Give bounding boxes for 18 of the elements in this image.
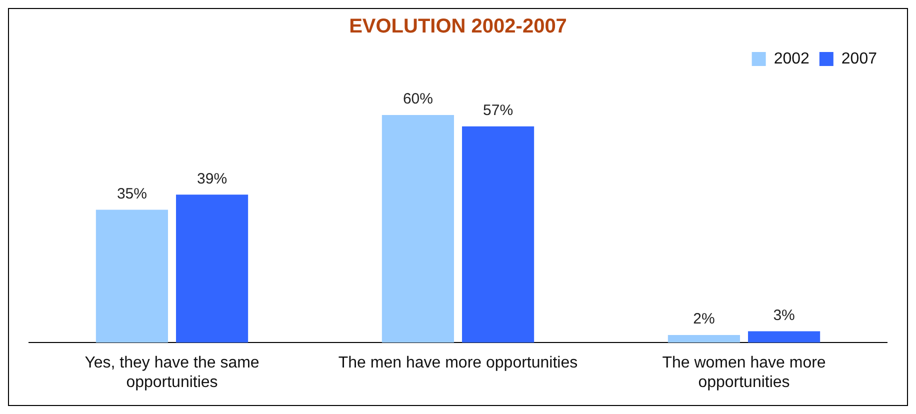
bar [96, 210, 168, 343]
legend-label: 2007 [841, 50, 878, 68]
x-tick-label: Yes, they have the same opportunities [84, 354, 260, 391]
data-label: 57% [483, 102, 514, 119]
bar [668, 335, 740, 343]
x-tick-label: The women have more opportunities [662, 354, 826, 391]
x-tick-label: The men have more opportunities [338, 354, 578, 372]
bar [748, 331, 820, 343]
data-label: 60% [402, 90, 433, 108]
legend-label: 2002 [774, 50, 810, 68]
bar [382, 114, 454, 343]
bar [176, 194, 248, 343]
chart-title: EVOLUTION 2002-2007 [349, 16, 567, 38]
data-label: 39% [197, 170, 228, 188]
bar [462, 126, 534, 343]
data-label: 2% [693, 310, 715, 328]
data-label: 3% [773, 306, 795, 324]
data-label: 35% [116, 185, 147, 202]
